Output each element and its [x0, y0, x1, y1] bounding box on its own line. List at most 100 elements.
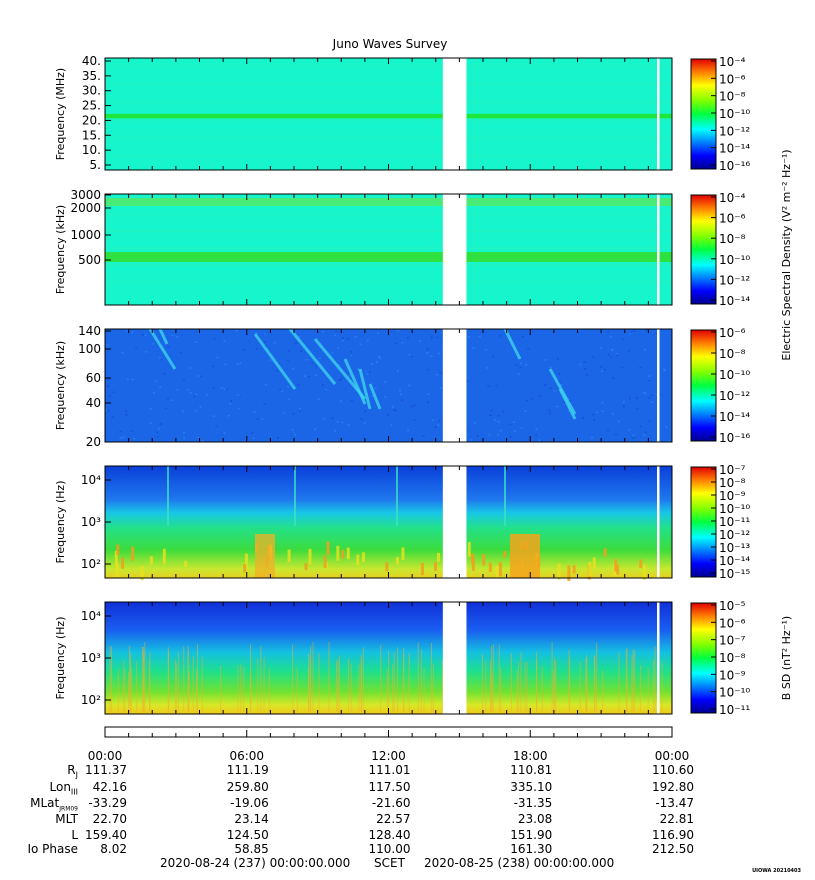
y-tick-label: 60: [86, 371, 101, 385]
ephem-value: 335.10: [510, 780, 553, 794]
colorbar-tick-label: 10⁻¹¹: [719, 515, 750, 529]
ephem-value: 128.40: [368, 828, 411, 842]
x-tick-label: 00:00: [655, 749, 690, 763]
panel-5: 10⁴ 10³ 10² Frequency (Hz) 10⁻⁵ 10⁻⁶ 10⁻⁷ 10⁻⁸ 1…: [54, 599, 750, 717]
colorbar-tick-label: 10⁻⁶: [719, 72, 746, 86]
colorbar-tick-label: 10⁻¹⁰: [719, 107, 750, 121]
colorbar-tick-label: 10⁻⁹: [719, 668, 746, 682]
colorbar-tick-label: 10⁻⁷: [719, 634, 746, 648]
data-gap: [442, 329, 467, 442]
data-gap: [442, 466, 467, 578]
ephem-value: 161.30: [510, 842, 553, 856]
colorbar-tick-label: 10⁻⁸: [719, 232, 746, 246]
ephem-value: 110.60: [652, 763, 694, 777]
ephem-value: 111.19: [226, 763, 269, 777]
ephem-value: 116.90: [652, 828, 694, 842]
spectrogram-2: [105, 194, 672, 305]
ephem-value: 151.90: [510, 828, 553, 842]
colorbar-tick-label: 10⁻¹¹: [719, 703, 750, 717]
panel-3: 140 100 60 40 20 Frequency (kHz) 10⁻⁶ 10⁻⁸ 10⁻¹⁰…: [54, 324, 750, 449]
ephem-value: 22.57: [376, 812, 411, 826]
emission-band-500khz: [105, 252, 672, 262]
colorbar-label-electric: Electric Spectral Density (V² m⁻² Hz⁻¹): [780, 149, 793, 360]
colorbar-tick-label: 10⁻¹⁶: [719, 159, 750, 173]
ephem-value: 23.08: [517, 812, 553, 826]
ephem-value: 124.50: [226, 828, 269, 842]
x-tick-label: 00:00: [88, 749, 123, 763]
y-tick-label: 2000: [70, 201, 101, 215]
y-tick-label: 20: [86, 435, 101, 449]
colorbar-tick-label: 10⁻⁵: [719, 599, 746, 613]
colorbar-tick-label: 10⁻¹⁰: [719, 253, 750, 267]
y-tick-label: 500: [78, 253, 101, 267]
y-tick-label: 10²: [81, 557, 101, 571]
ephem-value: 42.16: [92, 780, 127, 794]
ephem-value: 259.80: [226, 780, 269, 794]
panel-4: 10⁴ 10³ 10² Frequency (Hz) 10⁻⁷10⁻⁸10⁻⁹10⁻¹⁰…: [54, 463, 750, 582]
y-axis-label: Frequency (kHz): [54, 341, 67, 430]
colorbar-tick-label: 10⁻⁶: [719, 212, 746, 226]
colorbar-tick-label: 10⁻¹⁴: [719, 554, 750, 568]
colorbar-tick-label: 10⁻⁴: [719, 191, 746, 205]
y-tick-label: 140: [78, 324, 101, 338]
emission-band: [105, 113, 672, 119]
colorbar-tick-label: 10⁻¹³: [719, 541, 750, 555]
y-tick-label: 40.: [82, 54, 101, 68]
data-gap: [442, 194, 467, 305]
colorbar-tick-label: 10⁻¹⁴: [719, 410, 750, 424]
colorbar-tick-label: 10⁻¹²: [719, 528, 750, 542]
ephem-label-lon: LonIII: [49, 780, 79, 797]
colorbar-tick-label: 10⁻⁸: [719, 476, 746, 490]
colorbar-tick-label: 10⁻¹²: [719, 124, 750, 138]
x-tick-label: 06:00: [229, 749, 264, 763]
ephem-label-rj: RJ: [67, 763, 78, 780]
colorbar-tick-label: 10⁻¹⁰: [719, 502, 750, 516]
ephem-value: -33.29: [88, 796, 127, 810]
x-tick-label: 18:00: [513, 749, 548, 763]
colorbar-2: [690, 194, 717, 305]
uiowa-stamp: UIOWA 20210403: [752, 868, 801, 874]
y-tick-label: 10⁴: [81, 473, 101, 487]
ephem-value: 22.81: [659, 812, 694, 826]
y-tick-label: 10²: [81, 693, 101, 707]
y-tick-label: 10⁴: [81, 609, 101, 623]
chart-title: Juno Waves Survey: [332, 37, 448, 51]
y-tick-label: 100: [78, 342, 101, 356]
y-tick-label: 15.: [82, 128, 101, 142]
y-tick-label: 30.: [82, 84, 101, 98]
ephem-value: -21.60: [371, 796, 411, 810]
colorbar-tick-label: 10⁻⁶: [719, 326, 746, 340]
colorbar-4: [690, 466, 717, 578]
colorbar-tick-label: 10⁻⁹: [719, 489, 746, 503]
colorbar-tick-label: 10⁻¹⁵: [719, 567, 750, 581]
colorbar-tick-label: 10⁻¹⁶: [719, 431, 750, 445]
ephem-value: 8.02: [100, 842, 127, 856]
y-axis-label: Frequency (Hz): [54, 617, 67, 700]
colorbar-3: [690, 329, 717, 442]
colorbar-tick-label: 10⁻⁸: [719, 347, 746, 361]
spectrogram-4: [105, 466, 672, 578]
ephem-value: 110.81: [510, 763, 553, 777]
ephem-value: 23.14: [234, 812, 269, 826]
y-tick-label: 5.: [90, 158, 101, 172]
panel-1: 40.35.30.25.20.15.10.5. Frequency (MHz) 10…: [54, 54, 750, 173]
ephem-value: 110.00: [368, 842, 411, 856]
y-tick-label: 10³: [81, 515, 101, 529]
y-tick-label: 25.: [82, 99, 101, 113]
y-axis-label: Frequency (Hz): [54, 481, 67, 564]
y-tick-label: 40: [86, 396, 101, 410]
y-tick-label: 10³: [81, 651, 101, 665]
y-tick-label: 10.: [82, 143, 101, 157]
y-tick-label: 20.: [82, 113, 101, 127]
ephem-value: 159.40: [85, 828, 127, 842]
scet-label: SCET: [374, 856, 405, 870]
emission-band-upper: [105, 198, 672, 206]
colorbar-tick-label: 10⁻⁷: [719, 463, 746, 477]
ephem-value: 22.70: [92, 812, 127, 826]
y-axis-label: Frequency (MHz): [54, 68, 67, 160]
start-time-label: 2020-08-24 (237) 00:00:00.000: [160, 856, 351, 870]
colorbar-tick-label: 10⁻⁶: [719, 616, 746, 630]
y-tick-label: 35.: [82, 69, 101, 83]
